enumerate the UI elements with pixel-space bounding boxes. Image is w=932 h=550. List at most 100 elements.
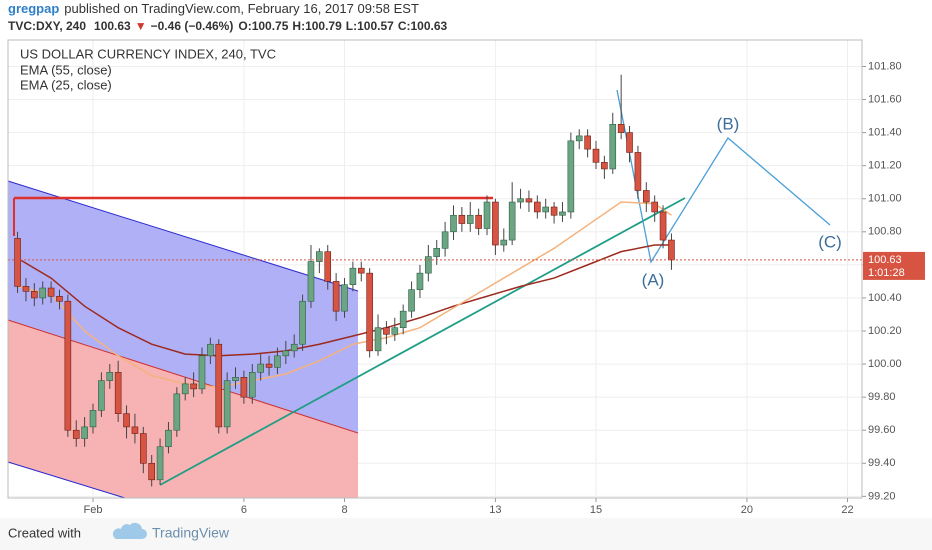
- brand-logo: [112, 522, 147, 539]
- candle-body: [517, 198, 524, 203]
- candle-body: [408, 289, 415, 312]
- wave-label: (C): [818, 232, 842, 251]
- ohlc-label: L:: [346, 19, 357, 33]
- candle-body: [550, 206, 558, 216]
- candle-body: [240, 376, 248, 398]
- candle-body: [642, 190, 650, 203]
- direction: ▼: [135, 19, 147, 33]
- candle-body: [265, 363, 273, 368]
- candle-body: [466, 214, 474, 224]
- y-tick-label: 100.20: [868, 325, 902, 337]
- candle-body: [198, 355, 206, 390]
- candle-body: [349, 267, 357, 286]
- candle-body: [165, 429, 172, 448]
- x-tick-label: Feb: [84, 504, 103, 516]
- candle-body: [433, 248, 441, 257]
- candle-body: [341, 284, 348, 312]
- candle-body: [450, 214, 457, 233]
- candle-body: [659, 211, 667, 241]
- x-tick-label: 15: [590, 504, 602, 516]
- candle-body: [374, 327, 382, 352]
- candle-body: [416, 272, 424, 290]
- candle-body: [274, 355, 281, 368]
- chart-title: US DOLLAR CURRENCY INDEX, 240, TVC: [20, 46, 276, 61]
- candle-body: [190, 383, 197, 390]
- candle-body: [492, 201, 499, 246]
- symbol: TVC:DXY, 240: [8, 19, 86, 33]
- candle-body: [567, 140, 575, 213]
- ohlc-label: H:: [292, 19, 305, 33]
- symbol-line: TVC:DXY, 240 100.63 ▼ −0.46 (−0.46%) O:100.7…: [8, 19, 448, 33]
- candle-body: [425, 256, 432, 274]
- y-tick-label: 99.60: [868, 424, 896, 436]
- candle-body: [399, 310, 407, 328]
- candle-body: [626, 132, 633, 153]
- candle-body: [39, 287, 47, 299]
- y-tick-label: 101.00: [868, 193, 902, 205]
- y-tick-label: 101.80: [868, 60, 902, 72]
- candle-body: [483, 201, 491, 229]
- candle-body: [475, 214, 482, 229]
- candle-body: [651, 201, 658, 213]
- drawings: [7, 89, 831, 499]
- labels: US DOLLAR CURRENCY INDEX, 240, TVC EMA (…: [7, 39, 925, 516]
- candle-body: [98, 380, 105, 411]
- marks: [8, 74, 862, 487]
- publish-line: gregpap published on TradingView.com, Feb…: [8, 1, 419, 16]
- footer-brand: TradingView: [152, 525, 230, 541]
- candle-body: [307, 261, 315, 302]
- candle-body: [47, 287, 55, 297]
- candle-body: [14, 238, 21, 287]
- channel-line: [7, 461, 126, 499]
- change: −0.46 (−0.46%): [151, 19, 234, 33]
- candle-body: [156, 446, 164, 481]
- candle-body: [181, 383, 189, 395]
- ema-line: [17, 201, 672, 388]
- wave-line: [616, 89, 831, 264]
- candle-body: [366, 272, 373, 352]
- published: published on TradingView.com, February 1…: [64, 1, 419, 16]
- ema-line: [17, 244, 672, 357]
- candle-body: [223, 380, 231, 428]
- candle-body: [22, 286, 30, 292]
- candle-body: [123, 413, 130, 428]
- candle-body: [324, 251, 332, 282]
- last-price-label: 100.63: [868, 254, 902, 266]
- candle-body: [617, 124, 625, 133]
- wave-label: (B): [717, 114, 740, 133]
- candle-body: [72, 429, 80, 439]
- candle-body: [207, 343, 214, 357]
- candle-body: [173, 393, 181, 431]
- candle-body: [584, 135, 591, 150]
- wave-label: (A): [642, 270, 665, 289]
- y-tick-label: 100.40: [868, 292, 902, 304]
- candle-body: [458, 214, 466, 224]
- candle-body: [601, 162, 608, 170]
- candle-body: [81, 426, 88, 439]
- author: gregpap: [8, 1, 59, 16]
- candle-body: [525, 198, 533, 203]
- ohlc-value: 100.63: [410, 19, 447, 33]
- y-tick-label: 100.80: [868, 226, 902, 238]
- legend-entry: EMA (25, close): [20, 77, 112, 92]
- candle-body: [148, 462, 155, 481]
- candle-body: [64, 300, 72, 431]
- channel-lower: [8, 320, 358, 498]
- y-tick-label: 100.00: [868, 358, 902, 370]
- candle-body: [248, 372, 256, 398]
- candle-body: [668, 239, 675, 261]
- candle-body: [634, 152, 642, 191]
- ohlc-label: O:: [238, 19, 251, 33]
- ohlc-value: 100.75: [252, 19, 289, 33]
- last-price-box: [863, 251, 925, 280]
- candle-body: [357, 267, 365, 274]
- candle-body: [114, 372, 122, 414]
- candle-body: [391, 327, 399, 335]
- candle-body: [592, 148, 600, 163]
- candle-body: [215, 343, 223, 428]
- footer-bar: [0, 518, 932, 550]
- channel-upper: [8, 181, 358, 433]
- candle-body: [508, 201, 516, 241]
- candle-body: [140, 433, 147, 464]
